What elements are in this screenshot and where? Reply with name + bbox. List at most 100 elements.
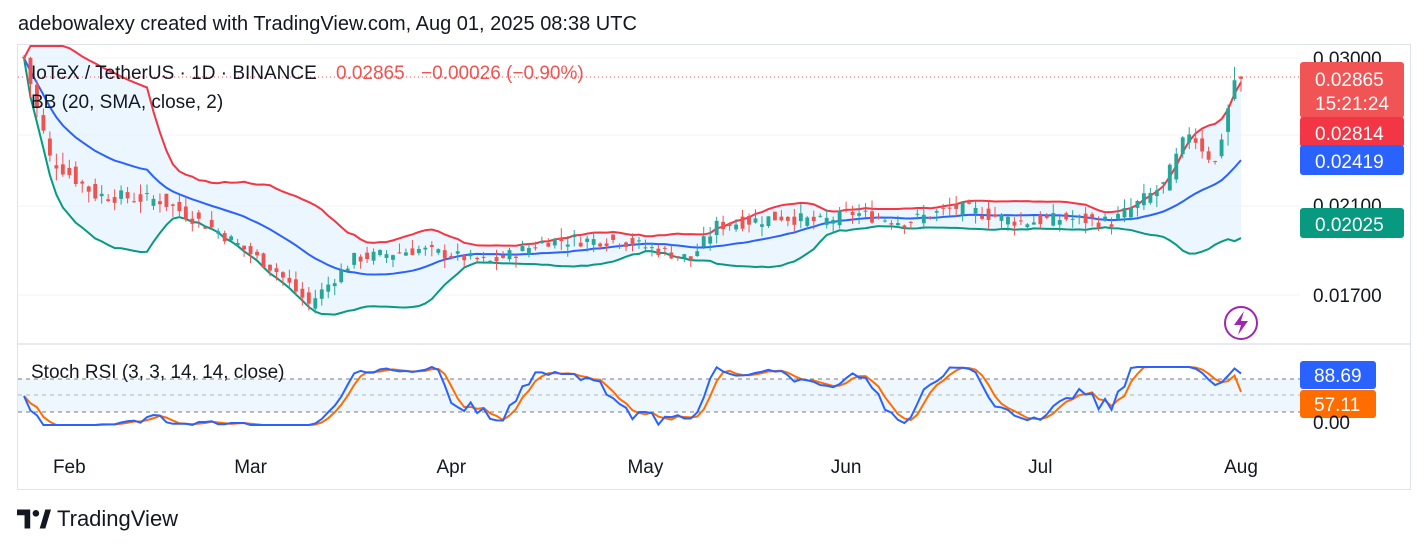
candle [1096, 216, 1101, 232]
candle [908, 221, 913, 230]
candle [1018, 212, 1023, 226]
candle [183, 196, 188, 222]
candle [429, 241, 434, 257]
candle [403, 248, 408, 256]
candle [281, 271, 285, 286]
candle [889, 220, 894, 230]
candle [747, 213, 751, 233]
stoch-k-line [23, 365, 1242, 427]
candle [824, 209, 829, 229]
svg-text:88.69: 88.69 [1314, 366, 1362, 387]
time-axis: Feb Mar Apr May Jun Jul Aug [53, 457, 1258, 478]
candle [190, 210, 195, 232]
price-label-upper: 0.02814 [1300, 117, 1404, 147]
candle [416, 245, 421, 256]
candle [902, 224, 907, 235]
stoch-label-k: 88.69 [1300, 361, 1376, 389]
candle [980, 207, 984, 221]
candle [293, 271, 298, 296]
candle [216, 228, 221, 239]
legend-symbol: IoTeX / TetherUS · 1D · BINANCE [31, 63, 317, 84]
candle [300, 282, 305, 306]
candle [54, 153, 59, 181]
candle [423, 245, 428, 256]
candle [132, 192, 136, 203]
candle [760, 216, 764, 237]
candle [844, 201, 849, 213]
candle [358, 254, 363, 269]
svg-text:0.02419: 0.02419 [1315, 152, 1384, 173]
candle [837, 207, 842, 229]
candle [1044, 213, 1049, 220]
candle [637, 236, 641, 249]
candle [870, 200, 874, 224]
candle [261, 252, 266, 269]
candle [714, 216, 719, 244]
candle [1226, 104, 1230, 146]
candle [242, 245, 247, 257]
candle [617, 243, 622, 250]
time-label: Mar [234, 457, 267, 478]
candle [895, 215, 900, 228]
candle [442, 244, 447, 269]
candle [229, 234, 234, 241]
candle [967, 199, 972, 205]
candle [591, 232, 596, 253]
candle [345, 265, 350, 272]
candle [986, 199, 991, 229]
svg-text:0.02025: 0.02025 [1315, 215, 1384, 236]
candle [565, 235, 570, 257]
candle [170, 203, 175, 217]
candle [145, 184, 149, 201]
candle [695, 243, 700, 257]
candle [701, 226, 706, 249]
legend-change: −0.00026 (−0.90%) [421, 63, 584, 84]
candle [533, 241, 538, 251]
candle [1006, 214, 1010, 232]
candle [954, 196, 959, 217]
candle [811, 210, 816, 230]
lightning-icon[interactable] [1224, 306, 1258, 340]
candle [546, 238, 551, 247]
candle [1219, 133, 1224, 159]
svg-text:15:21:24: 15:21:24 [1315, 94, 1389, 115]
candle [60, 152, 65, 177]
candle [721, 215, 726, 236]
candle [22, 55, 26, 62]
candle [526, 243, 531, 258]
candle [151, 195, 156, 210]
candle [805, 216, 810, 230]
candle [209, 211, 214, 229]
time-label: Jul [1028, 457, 1052, 478]
candle [1077, 214, 1082, 225]
candle [248, 242, 253, 264]
candle [391, 254, 395, 268]
candle [235, 238, 240, 247]
candle [1141, 183, 1146, 211]
candle [203, 226, 208, 229]
footer-brand[interactable]: TradingView [17, 506, 178, 532]
candlestick-chart[interactable]: IoTeX / TetherUS · 1D · BINANCE 0.02865 … [0, 0, 1428, 500]
price-label-lower: 0.02025 [1300, 208, 1404, 238]
candle [772, 211, 777, 221]
candle [598, 242, 603, 250]
candle [481, 251, 486, 263]
candle [798, 203, 803, 229]
time-label: Aug [1224, 457, 1258, 478]
candle [1154, 184, 1159, 207]
candle [883, 217, 887, 223]
candle [753, 209, 758, 224]
candle [255, 249, 259, 259]
candle [960, 201, 965, 222]
candle [1012, 217, 1017, 236]
candle [630, 233, 635, 252]
candle [578, 236, 583, 248]
candle [734, 219, 739, 232]
candle [934, 208, 939, 222]
candle [436, 248, 441, 255]
bollinger-bands [23, 45, 1242, 316]
candles [22, 55, 1243, 314]
candle [1057, 213, 1062, 232]
candle [119, 185, 124, 205]
candle [397, 243, 402, 254]
